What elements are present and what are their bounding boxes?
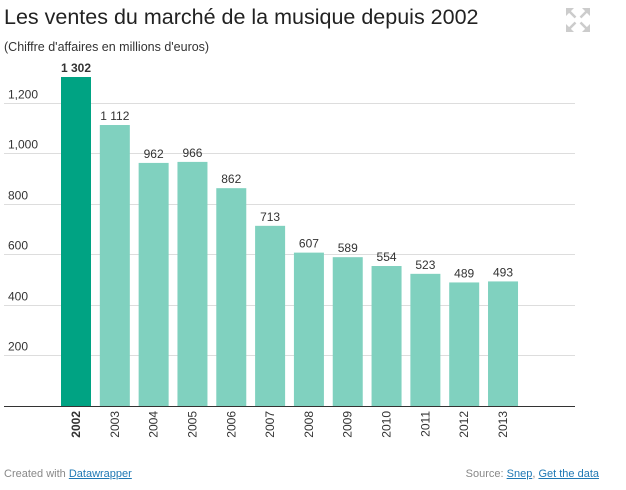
bar-chart: 200 400 600 800 1,000 1,200 1 302 1 112 962 966 8… bbox=[4, 61, 575, 438]
credit-line: Created with Datawrapper bbox=[4, 468, 132, 481]
y-axis-labels: 200 400 600 800 1,000 1,200 bbox=[8, 88, 38, 354]
value-label-2007: 713 bbox=[260, 210, 280, 224]
value-label-2005: 966 bbox=[182, 146, 202, 160]
y-tick-label-800: 800 bbox=[8, 189, 28, 203]
value-label-2008: 607 bbox=[299, 237, 319, 251]
value-label-2013: 493 bbox=[493, 265, 513, 279]
source-separator: , bbox=[532, 468, 536, 480]
bar-2002 bbox=[61, 77, 91, 406]
bar-2009 bbox=[332, 257, 363, 406]
y-tick-label-1000: 1,000 bbox=[8, 138, 38, 152]
value-label-2003: 1 112 bbox=[100, 109, 129, 123]
value-label-2006: 862 bbox=[221, 172, 241, 186]
gridlines bbox=[4, 103, 575, 356]
bar-2011 bbox=[410, 273, 441, 406]
expand-icon[interactable] bbox=[566, 8, 590, 32]
x-tick-label-2013: 2013 bbox=[496, 411, 510, 438]
datawrapper-link[interactable]: Datawrapper bbox=[68, 468, 132, 480]
x-tick-label-2008: 2008 bbox=[302, 411, 316, 438]
value-label-2009: 589 bbox=[338, 241, 358, 255]
snep-link[interactable]: Snep bbox=[506, 468, 533, 480]
x-tick-label-2011: 2011 bbox=[418, 411, 432, 437]
x-tick-label-2009: 2009 bbox=[341, 411, 355, 438]
x-tick-label-2004: 2004 bbox=[147, 411, 161, 438]
bars bbox=[61, 77, 519, 406]
chart-subtitle: (Chiffre d'affaires en millions d'euros) bbox=[4, 40, 210, 54]
credit-prefix: Created with bbox=[4, 468, 66, 480]
bar-2004 bbox=[138, 162, 169, 406]
bar-2003 bbox=[99, 125, 130, 406]
value-label-2012: 489 bbox=[454, 266, 474, 280]
source-line: Source: Snep, Get the data bbox=[466, 468, 599, 481]
bar-2013 bbox=[488, 281, 519, 406]
bar-2005 bbox=[177, 161, 208, 406]
y-tick-label-600: 600 bbox=[8, 239, 28, 253]
y-tick-label-200: 200 bbox=[8, 340, 28, 354]
value-labels: 1 302 1 112 962 966 862 713 607 589 554 523 489 493 bbox=[61, 61, 513, 280]
expand-arrowheads bbox=[566, 8, 590, 32]
value-label-2010: 554 bbox=[377, 250, 397, 264]
x-tick-label-2003: 2003 bbox=[108, 411, 122, 438]
x-tick-label-2007: 2007 bbox=[263, 411, 277, 438]
bar-2006 bbox=[216, 188, 247, 406]
value-label-2011: 523 bbox=[415, 258, 435, 272]
chart-title: Les ventes du marché de la musique depui… bbox=[4, 5, 479, 29]
x-tick-label-2002: 2002 bbox=[69, 411, 83, 438]
y-tick-label-400: 400 bbox=[8, 290, 28, 304]
get-the-data-link[interactable]: Get the data bbox=[538, 468, 599, 480]
expand-arrow-stems bbox=[568, 10, 588, 30]
bar-2010 bbox=[371, 266, 402, 406]
x-axis-labels: 2002 2003 2004 2005 2006 2007 2008 2009 2010 2011… bbox=[69, 411, 510, 438]
y-tick-label-1200: 1,200 bbox=[8, 88, 38, 102]
x-tick-label-2006: 2006 bbox=[224, 411, 238, 438]
x-tick-label-2005: 2005 bbox=[185, 411, 199, 438]
value-label-2004: 962 bbox=[144, 147, 164, 161]
value-label-2002: 1 302 bbox=[61, 61, 91, 75]
x-tick-label-2012: 2012 bbox=[457, 411, 471, 438]
bar-2007 bbox=[255, 225, 286, 406]
bar-2008 bbox=[293, 252, 324, 406]
x-tick-label-2010: 2010 bbox=[380, 411, 394, 438]
source-prefix: Source: bbox=[465, 468, 504, 480]
bar-2012 bbox=[449, 282, 480, 406]
